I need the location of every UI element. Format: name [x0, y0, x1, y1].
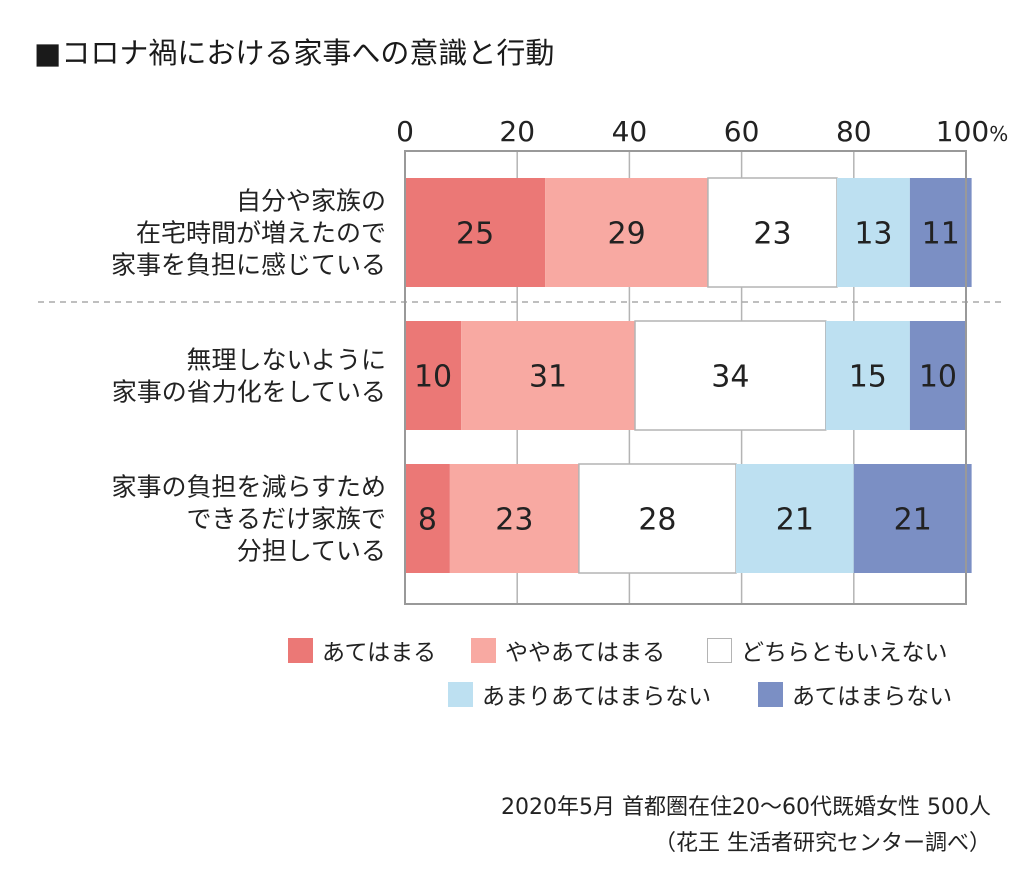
plot-border — [404, 150, 967, 605]
data-label: 28 — [638, 503, 676, 538]
category-label: 家事を負担に感じている — [111, 251, 386, 280]
data-label: 21 — [894, 503, 932, 538]
bar-segment — [405, 321, 462, 430]
legend-label: あてはまらない — [792, 684, 953, 710]
bar-segment — [836, 178, 910, 287]
legend-item-series-3: あまりあてはまらない — [448, 681, 711, 710]
survey-note: 2020年5月 首都圏在住20～60代既婚女性 500人 — [501, 795, 991, 820]
bar-segment — [707, 177, 838, 288]
legend-swatch — [288, 637, 313, 663]
data-label: 25 — [456, 217, 494, 252]
bar-segment — [461, 321, 636, 430]
category-label: 分担している — [237, 537, 386, 566]
data-label: 29 — [608, 217, 646, 252]
x-tick-labels: 0 20 40 60 80 100% — [396, 115, 1008, 148]
data-label: 23 — [753, 217, 791, 252]
category-label: できるだけ家族で — [186, 505, 386, 534]
legend-swatch — [448, 681, 473, 707]
x-tick-label: 100% — [936, 115, 1008, 148]
legend-swatch — [471, 637, 496, 663]
chart-title: ■コロナ禍における家事への意識と行動 — [34, 36, 555, 70]
bar-segment — [545, 178, 708, 287]
x-tick-label: 40 — [612, 115, 648, 148]
category-label: 自分や家族の — [236, 187, 386, 216]
x-tick-label: 0 — [396, 115, 414, 148]
legend-label: どちらともいえない — [741, 640, 948, 666]
data-label: 15 — [849, 360, 887, 395]
category-labels: 自分や家族の在宅時間が増えたので家事を負担に感じている無理しないように家事の省力… — [111, 187, 386, 566]
data-label: 31 — [529, 360, 567, 395]
category-label: 家事の省力化をしている — [112, 378, 386, 407]
bar-segment — [909, 321, 966, 430]
bar-segment — [735, 464, 854, 573]
data-label: 11 — [922, 217, 960, 252]
category-label: 在宅時間が増えたので — [136, 219, 386, 248]
data-label: 8 — [418, 503, 437, 538]
x-tick-label: 20 — [499, 115, 535, 148]
legend-label: ややあてはまる — [505, 640, 666, 666]
x-tick-label: 60 — [724, 115, 760, 148]
data-label: 23 — [495, 503, 533, 538]
data-label: 13 — [854, 217, 892, 252]
bar-segment — [405, 178, 546, 287]
legend-item-series-1: ややあてはまる — [471, 637, 665, 666]
x-tick-label: 80 — [836, 115, 872, 148]
category-label: 無理しないように — [186, 346, 386, 375]
legend-label: あてはまる — [322, 640, 437, 666]
data-label: 34 — [711, 360, 749, 395]
bar-segment — [853, 464, 972, 573]
data-label: 10 — [919, 360, 957, 395]
legend-item-series-2: どちらともいえない — [707, 637, 948, 666]
bar-segment — [578, 463, 737, 574]
legend-swatch — [758, 681, 783, 707]
bars: 25 29 23 13 11 10 31 34 15 10 8 23 28 21 21 — [405, 177, 972, 574]
bar-segment — [909, 178, 972, 287]
bar-segment — [825, 321, 910, 430]
legend-swatch — [707, 637, 732, 663]
bar-segment — [405, 464, 450, 573]
legend-label: あまりあてはまらない — [482, 684, 712, 710]
legend-item-series-4: あてはまらない — [758, 681, 952, 710]
plot-frame — [404, 150, 967, 605]
bar-segment — [449, 464, 579, 573]
source-note: （花王 生活者研究センター調べ） — [654, 831, 991, 856]
data-label: 10 — [414, 360, 452, 395]
data-label: 21 — [776, 503, 814, 538]
legend-item-series-0: あてはまる — [288, 637, 436, 666]
category-label: 家事の負担を減らすため — [111, 473, 386, 502]
